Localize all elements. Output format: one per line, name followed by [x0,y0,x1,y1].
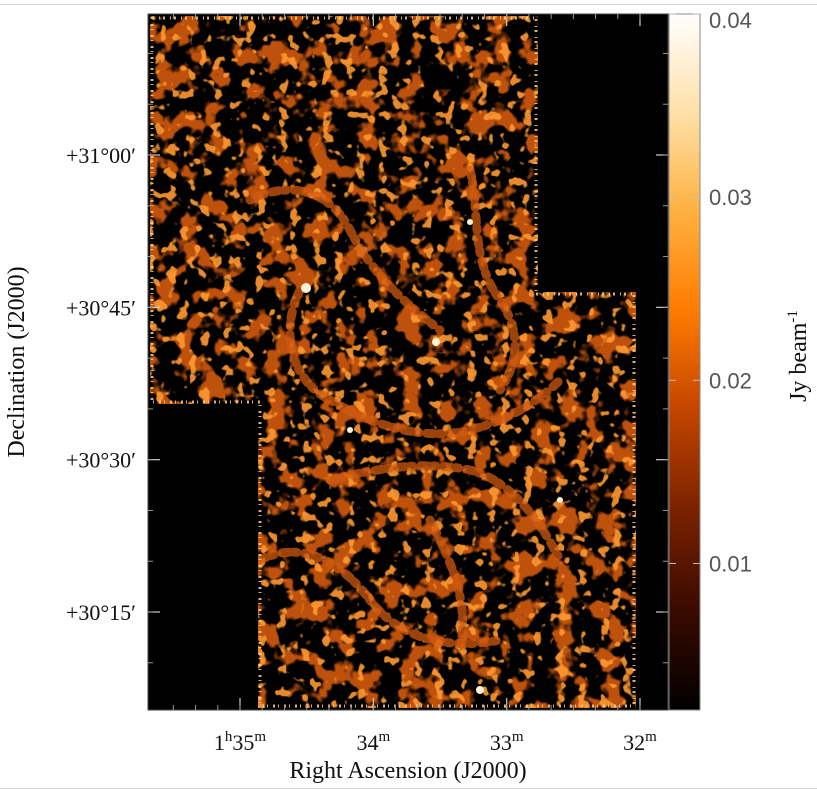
x-tick-label-minutes: 35 [232,730,254,755]
x-tick-label-minutes: 34 [356,730,378,755]
emission-arc [285,285,565,439]
x-tick-label-minutes-unit: m [378,729,390,745]
colorbar: 0.01 0.02 0.03 0.04 [668,8,752,711]
x-tick-label-minutes: 32 [623,730,645,755]
x-tick-label: 1h35m [214,729,267,755]
bright-knot [476,686,484,694]
y-tick-label: +30°45′ [66,295,136,320]
x-tick-label-minutes-unit: m [512,729,524,745]
x-tick-label-minutes-unit: m [254,729,266,745]
x-tick-label-hours-unit: h [225,729,233,745]
y-axis-title: Declination (J2000) [4,266,30,457]
map-frame [147,13,669,711]
bright-knot [557,497,563,503]
colorbar-title-exponent: -1 [785,310,801,323]
y-tick-label: +30°15′ [66,600,136,625]
x-tick-label-hours: 1 [214,730,225,755]
x-tick-label-minutes: 33 [490,730,512,755]
x-tick-label: 32m [623,729,657,755]
axis-ticks [148,14,668,710]
y-tick-labels: +31°00′ +30°45′ +30°30′ +30°15′ [66,143,136,625]
y-tick-label: +31°00′ [66,143,136,168]
top-frame-line [0,4,817,5]
emission-arc [325,461,565,565]
colorbar-title-unit: Jy beam [786,322,812,402]
bright-knot [347,427,353,433]
colorbar-title: Jy beam-1 [785,310,812,402]
colorbar-ticks: 0.01 0.02 0.03 0.04 [669,8,752,576]
x-tick-label: 34m [356,729,390,755]
colorbar-tick-label: 0.02 [709,368,752,393]
x-tick-label: 33m [490,729,524,755]
emission-arc [255,547,505,649]
x-tick-labels: 1h35m 34m 33m 32m [214,729,657,755]
bottom-frame-line [0,788,817,789]
emission-arc [245,185,445,335]
colorbar-frame [668,13,701,711]
y-tick-label: +30°30′ [66,448,136,473]
intensity-map-panel [147,13,669,711]
x-tick-label-minutes-unit: m [645,729,657,745]
colorbar-tick-label: 0.04 [709,8,752,33]
bright-knot [432,338,440,346]
colorbar-tick-label: 0.01 [709,551,752,576]
bright-knot [467,219,473,225]
x-axis-title: Right Ascension (J2000) [289,758,526,784]
bright-knot [301,283,311,293]
emission-arc [465,165,520,395]
spiral-arm-structures [245,165,565,694]
colorbar-tick-label: 0.03 [709,185,752,210]
emission-arc [425,515,468,655]
colorbar-gradient [669,14,700,710]
